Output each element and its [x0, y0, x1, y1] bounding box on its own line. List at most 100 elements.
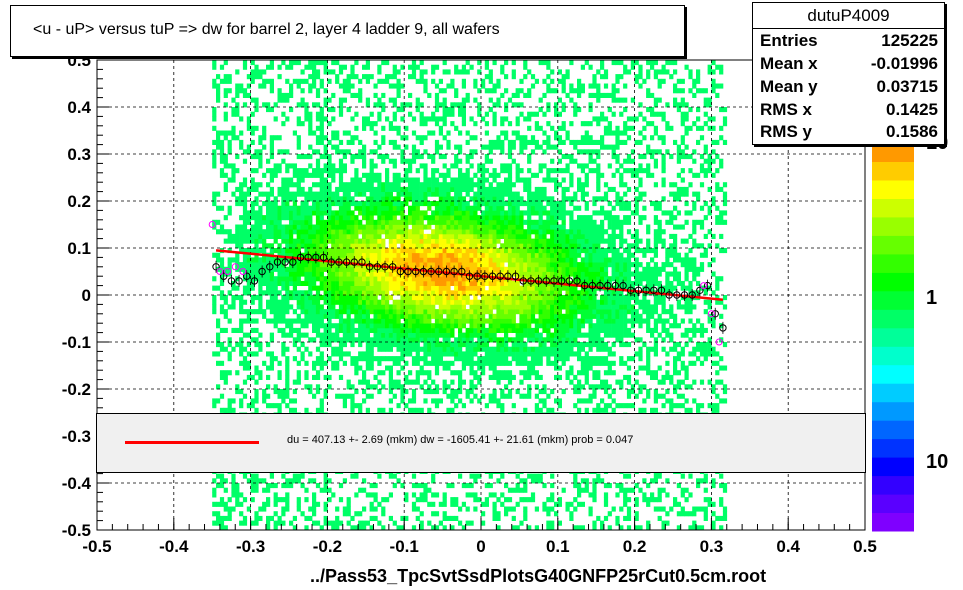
heatmap-cell: [431, 248, 436, 254]
heatmap-cell: [388, 229, 393, 235]
heatmap-cell: [400, 191, 405, 197]
heatmap-cell: [481, 144, 486, 150]
heatmap-cell: [369, 186, 374, 192]
heatmap-cell: [285, 116, 290, 122]
heatmap-cell: [346, 327, 351, 333]
heatmap-cell: [419, 121, 424, 127]
heatmap-cell: [254, 201, 259, 207]
heatmap-cell: [496, 248, 501, 254]
heatmap-cell: [346, 248, 351, 254]
heatmap-cell: [219, 262, 225, 268]
heatmap-cell: [369, 196, 374, 202]
heatmap-cell: [338, 280, 344, 286]
heatmap-cell: [461, 215, 466, 221]
heatmap-cell: [458, 196, 463, 202]
heatmap-cell: [239, 403, 244, 409]
heatmap-cell: [454, 163, 459, 169]
heatmap-cell: [315, 215, 321, 221]
heatmap-cell: [354, 219, 359, 225]
heatmap-cell: [446, 360, 451, 366]
heatmap-cell: [458, 238, 463, 244]
heatmap-cell: [235, 285, 240, 291]
heatmap-cell: [423, 248, 428, 254]
heatmap-cell: [415, 215, 420, 221]
heatmap-cell: [446, 233, 451, 239]
heatmap-cell: [342, 219, 347, 225]
heatmap-cell: [388, 327, 393, 333]
heatmap-cell: [434, 299, 440, 305]
heatmap-cell: [258, 158, 263, 164]
heatmap-cell: [342, 360, 347, 366]
heatmap-cell: [335, 506, 340, 512]
heatmap-cell: [281, 248, 286, 254]
heatmap-cell: [285, 276, 290, 282]
heatmap-cell: [335, 186, 340, 192]
heatmap-cell: [527, 92, 532, 98]
heatmap-cell: [557, 309, 562, 315]
heatmap-cell: [523, 229, 528, 235]
heatmap-cell: [385, 271, 390, 277]
heatmap-cell: [408, 295, 413, 301]
heatmap-cell: [319, 243, 324, 249]
heatmap-cell: [534, 384, 539, 390]
heatmap-cell: [458, 262, 463, 268]
heatmap-cell: [385, 356, 390, 362]
heatmap-cell: [504, 280, 509, 286]
heatmap-cell: [481, 163, 486, 169]
heatmap-cell: [323, 295, 328, 301]
heatmap-cell: [269, 210, 274, 216]
heatmap-cell: [473, 219, 478, 225]
heatmap-cell: [500, 473, 505, 479]
heatmap-cell: [266, 215, 271, 221]
heatmap-cell: [507, 327, 513, 333]
heatmap-cell: [300, 332, 305, 338]
heatmap-cell: [492, 121, 497, 127]
heatmap-cell: [458, 201, 463, 207]
heatmap-cell: [373, 327, 378, 333]
heatmap-cell: [450, 238, 455, 244]
heatmap-cell: [534, 323, 539, 329]
heatmap-cell: [500, 229, 505, 235]
heatmap-cell: [227, 351, 232, 357]
heatmap-cell: [327, 215, 332, 221]
heatmap-cell: [304, 78, 309, 84]
heatmap-cell: [442, 210, 447, 216]
heatmap-cell: [315, 238, 321, 244]
heatmap-cell: [530, 351, 536, 357]
heatmap-cell: [484, 121, 489, 127]
heatmap-cell: [450, 360, 455, 366]
heatmap-cell: [312, 266, 317, 272]
heatmap-cell: [527, 327, 532, 333]
heatmap-cell: [461, 290, 466, 296]
heatmap-cell: [335, 276, 340, 282]
heatmap-cell: [262, 478, 267, 484]
heatmap-cell: [557, 299, 562, 305]
heatmap-cell: [377, 332, 382, 338]
heatmap-cell: [427, 219, 432, 225]
heatmap-cell: [296, 135, 301, 141]
heatmap-cell: [250, 337, 255, 343]
heatmap-cell: [542, 233, 547, 239]
heatmap-cell: [392, 473, 397, 479]
heatmap-cell: [492, 313, 497, 319]
heatmap-cell: [250, 182, 255, 188]
heatmap-cell: [269, 515, 274, 521]
heatmap-cell: [369, 219, 374, 225]
heatmap-cell: [285, 248, 290, 254]
heatmap-cell: [438, 186, 443, 192]
heatmap-cell: [350, 398, 355, 404]
heatmap-cell: [246, 83, 251, 89]
heatmap-cell: [507, 393, 513, 399]
heatmap-cell: [434, 224, 440, 230]
heatmap-cell: [481, 83, 486, 89]
heatmap-cell: [423, 78, 428, 84]
heatmap-cell: [331, 332, 336, 338]
heatmap-cell: [461, 107, 466, 113]
heatmap-cell: [415, 346, 420, 352]
heatmap-cell: [442, 252, 447, 258]
heatmap-cell: [323, 313, 328, 319]
heatmap-cell: [427, 351, 432, 357]
heatmap-cell: [342, 97, 347, 103]
heatmap-cell: [342, 337, 347, 343]
heatmap-cell: [458, 280, 463, 286]
